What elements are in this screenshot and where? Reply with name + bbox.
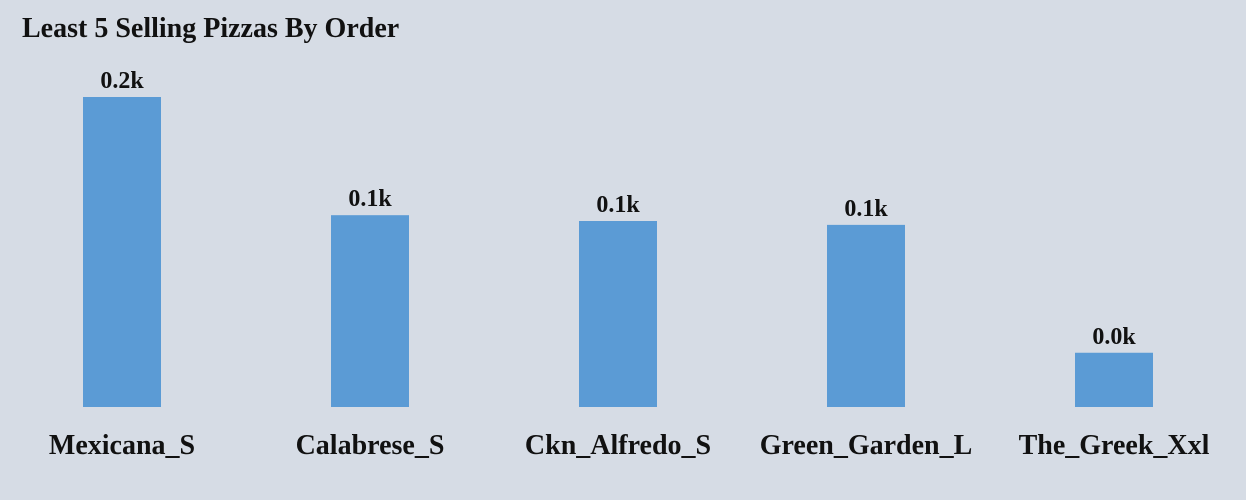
category-label: Calabrese_S bbox=[296, 430, 445, 461]
data-label: 0.0k bbox=[1092, 324, 1136, 350]
category-label: Ckn_Alfredo_S bbox=[525, 430, 711, 461]
chart-title: Least 5 Selling Pizzas By Order bbox=[22, 13, 400, 44]
bar-ckn-alfredo-s bbox=[579, 221, 657, 407]
category-label: Green_Garden_L bbox=[760, 430, 973, 461]
data-label: 0.1k bbox=[596, 192, 640, 218]
category-label: The_Greek_Xxl bbox=[1019, 430, 1210, 461]
data-label: 0.1k bbox=[844, 196, 888, 222]
data-label: 0.1k bbox=[348, 186, 392, 212]
bar-calabrese-s bbox=[331, 215, 409, 407]
bar-mexicana-s bbox=[83, 97, 161, 407]
bar-the-greek-xxl bbox=[1075, 352, 1153, 407]
bar-green-garden-l bbox=[827, 224, 905, 407]
category-label: Mexicana_S bbox=[49, 430, 195, 461]
data-label: 0.2k bbox=[100, 68, 144, 94]
